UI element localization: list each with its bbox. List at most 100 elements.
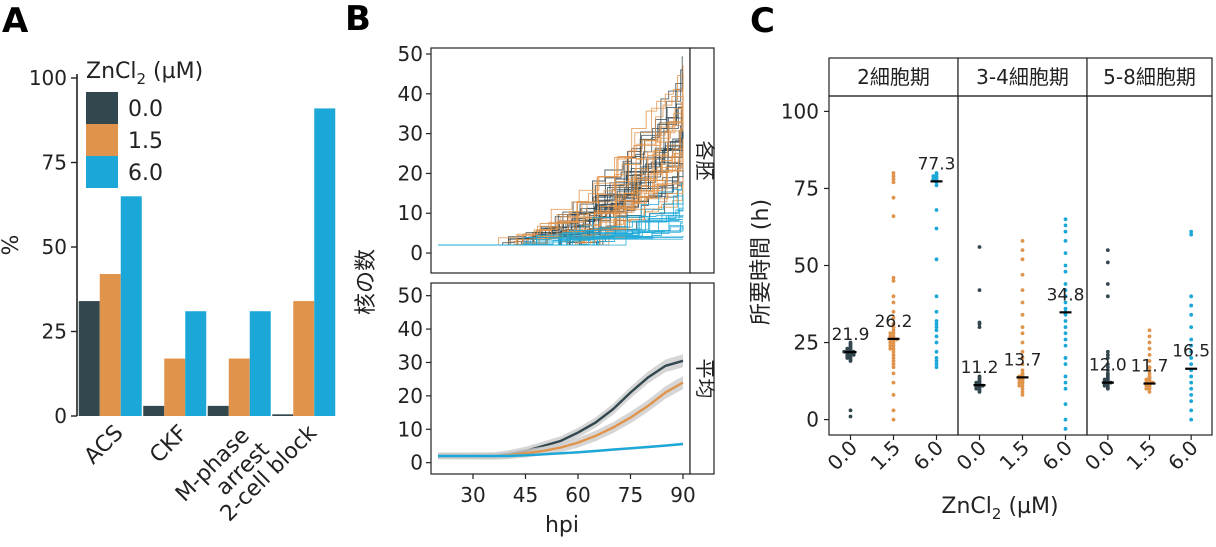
panel-c-point <box>934 183 939 188</box>
panel-c-point <box>934 319 939 323</box>
panel-c-point <box>1063 386 1068 391</box>
panel-c-point <box>1020 257 1025 262</box>
panel-letter-a: A <box>2 1 29 41</box>
panel-c-point <box>888 346 893 351</box>
panel-a-x-tick-line: ACS <box>80 421 129 470</box>
panel-c-x-tick-label: 6.0 <box>909 436 948 475</box>
panel-c-point <box>1020 300 1025 305</box>
panel-c-point <box>934 171 939 175</box>
panel-a-legend-label: 0.0 <box>128 97 163 122</box>
panel-c-point <box>1147 371 1152 376</box>
panel-c-point <box>891 328 896 333</box>
panel-c-point <box>845 346 850 351</box>
panel-c-point <box>1063 426 1068 431</box>
panel-c-point <box>1020 331 1025 336</box>
panel-c-point <box>977 288 982 293</box>
panel-c-point <box>1105 356 1110 360</box>
panel-c-point <box>891 352 896 357</box>
panel-a-x-tick-line: CKF <box>145 421 193 469</box>
panel-c-point <box>1063 229 1068 234</box>
panel-b-y-tick-label: 10 <box>398 201 423 225</box>
panel-c-point <box>1147 328 1152 333</box>
panel-c-point <box>1189 294 1194 299</box>
panel-c-point <box>1189 337 1194 342</box>
panel-c-x-tick-label: 0.0 <box>1080 436 1119 475</box>
panel-c-point <box>1147 346 1152 351</box>
panel-c-point <box>1020 362 1025 367</box>
panel-c-point <box>1147 374 1152 379</box>
panel-c-strip-label: 5-8細胞期 <box>1103 65 1196 89</box>
panel-c-point <box>1020 393 1025 397</box>
panel-c-point <box>1105 282 1110 286</box>
panel-c-point <box>934 365 939 370</box>
panel-b-xlabel: hpi <box>545 513 579 538</box>
panel-c-y-tick-label: 0 <box>806 408 819 432</box>
panel-c-point <box>1020 389 1025 394</box>
panel-a-legend-label: 6.0 <box>128 161 163 186</box>
panel-b-trace <box>438 73 684 246</box>
panel-c-point <box>891 380 896 385</box>
panel-c-point <box>1189 386 1194 391</box>
panel-a-ylabel: % <box>0 235 24 256</box>
panel-c-point <box>1020 356 1025 360</box>
panel-a-y-tick-label: 100 <box>29 66 67 90</box>
panel-c-point <box>891 275 896 280</box>
panel-c-point <box>1189 362 1194 367</box>
panel-c-point <box>934 356 939 360</box>
panel-a-legend-title: ZnCl2 (µM) <box>86 59 203 88</box>
panel-c-point <box>848 340 853 345</box>
panel-c-point <box>1063 374 1068 379</box>
panel-c-point <box>934 349 939 354</box>
panel-c-point <box>934 226 939 231</box>
panel-c-point <box>891 294 896 299</box>
panel-b-trace <box>438 235 684 246</box>
panel-c-median-label: 16.5 <box>1172 342 1210 362</box>
panel-c-point <box>1147 340 1152 345</box>
panel-b-strip-label: 各胚 <box>693 141 717 181</box>
panel-c-point <box>891 322 896 326</box>
panel-b-y-tick-label: 50 <box>398 284 423 308</box>
panel-c-point <box>977 325 982 330</box>
panel-c-point <box>1189 417 1194 422</box>
panel-c-strip-label: 2細胞期 <box>857 65 930 89</box>
panel-b-x-tick-label: 30 <box>460 483 485 507</box>
panel-c-point <box>888 334 893 339</box>
panel-c-point <box>1105 368 1110 373</box>
panel-c-point <box>1189 356 1194 360</box>
panel-c-point <box>1105 352 1110 357</box>
panel-c-point <box>977 320 982 325</box>
panel-c-point <box>891 174 896 179</box>
panel-c-point <box>891 300 896 305</box>
panel-c-point <box>1147 365 1152 370</box>
panel-c-point <box>1105 365 1110 370</box>
panel-c-point <box>1063 282 1068 286</box>
panel-c-strip <box>957 57 1088 97</box>
panel-c-xlabel-sub: 2 <box>992 505 1002 523</box>
panel-c-xlabel-prefix: ZnCl <box>941 494 992 519</box>
panel-c-point <box>1063 223 1068 228</box>
panel-c-point <box>1063 306 1068 311</box>
panel-c-median-label: 13.7 <box>1004 350 1042 370</box>
panel-a-bar <box>293 301 315 416</box>
panel-letter-b: B <box>345 0 371 39</box>
panel-c-point <box>1063 331 1068 336</box>
panel-c-point <box>1017 380 1022 385</box>
panel-b-strip <box>689 282 715 475</box>
panel-b-y-tick-label: 0 <box>410 451 423 475</box>
panel-c-point <box>1020 383 1025 388</box>
panel-b-y-tick-label: 20 <box>398 384 423 408</box>
panel-c-median-label: 11.7 <box>1131 357 1169 377</box>
panel-b-x-tick-label: 45 <box>513 483 538 507</box>
panel-c-point <box>1189 232 1194 237</box>
panel-b-y-tick-label: 40 <box>398 82 423 106</box>
panel-c-point <box>977 374 982 379</box>
panel-b-mean-ribbon <box>438 376 683 460</box>
panel-c-x-tick-label: 0.0 <box>823 436 862 475</box>
panel-c-x-tick-label: 1.5 <box>866 436 905 475</box>
panel-c-point <box>1020 312 1025 317</box>
panel-c-ylabel: 所要時間 (h) <box>749 199 774 325</box>
panel-a-bar <box>272 414 294 416</box>
panel-c-point <box>1147 359 1152 363</box>
